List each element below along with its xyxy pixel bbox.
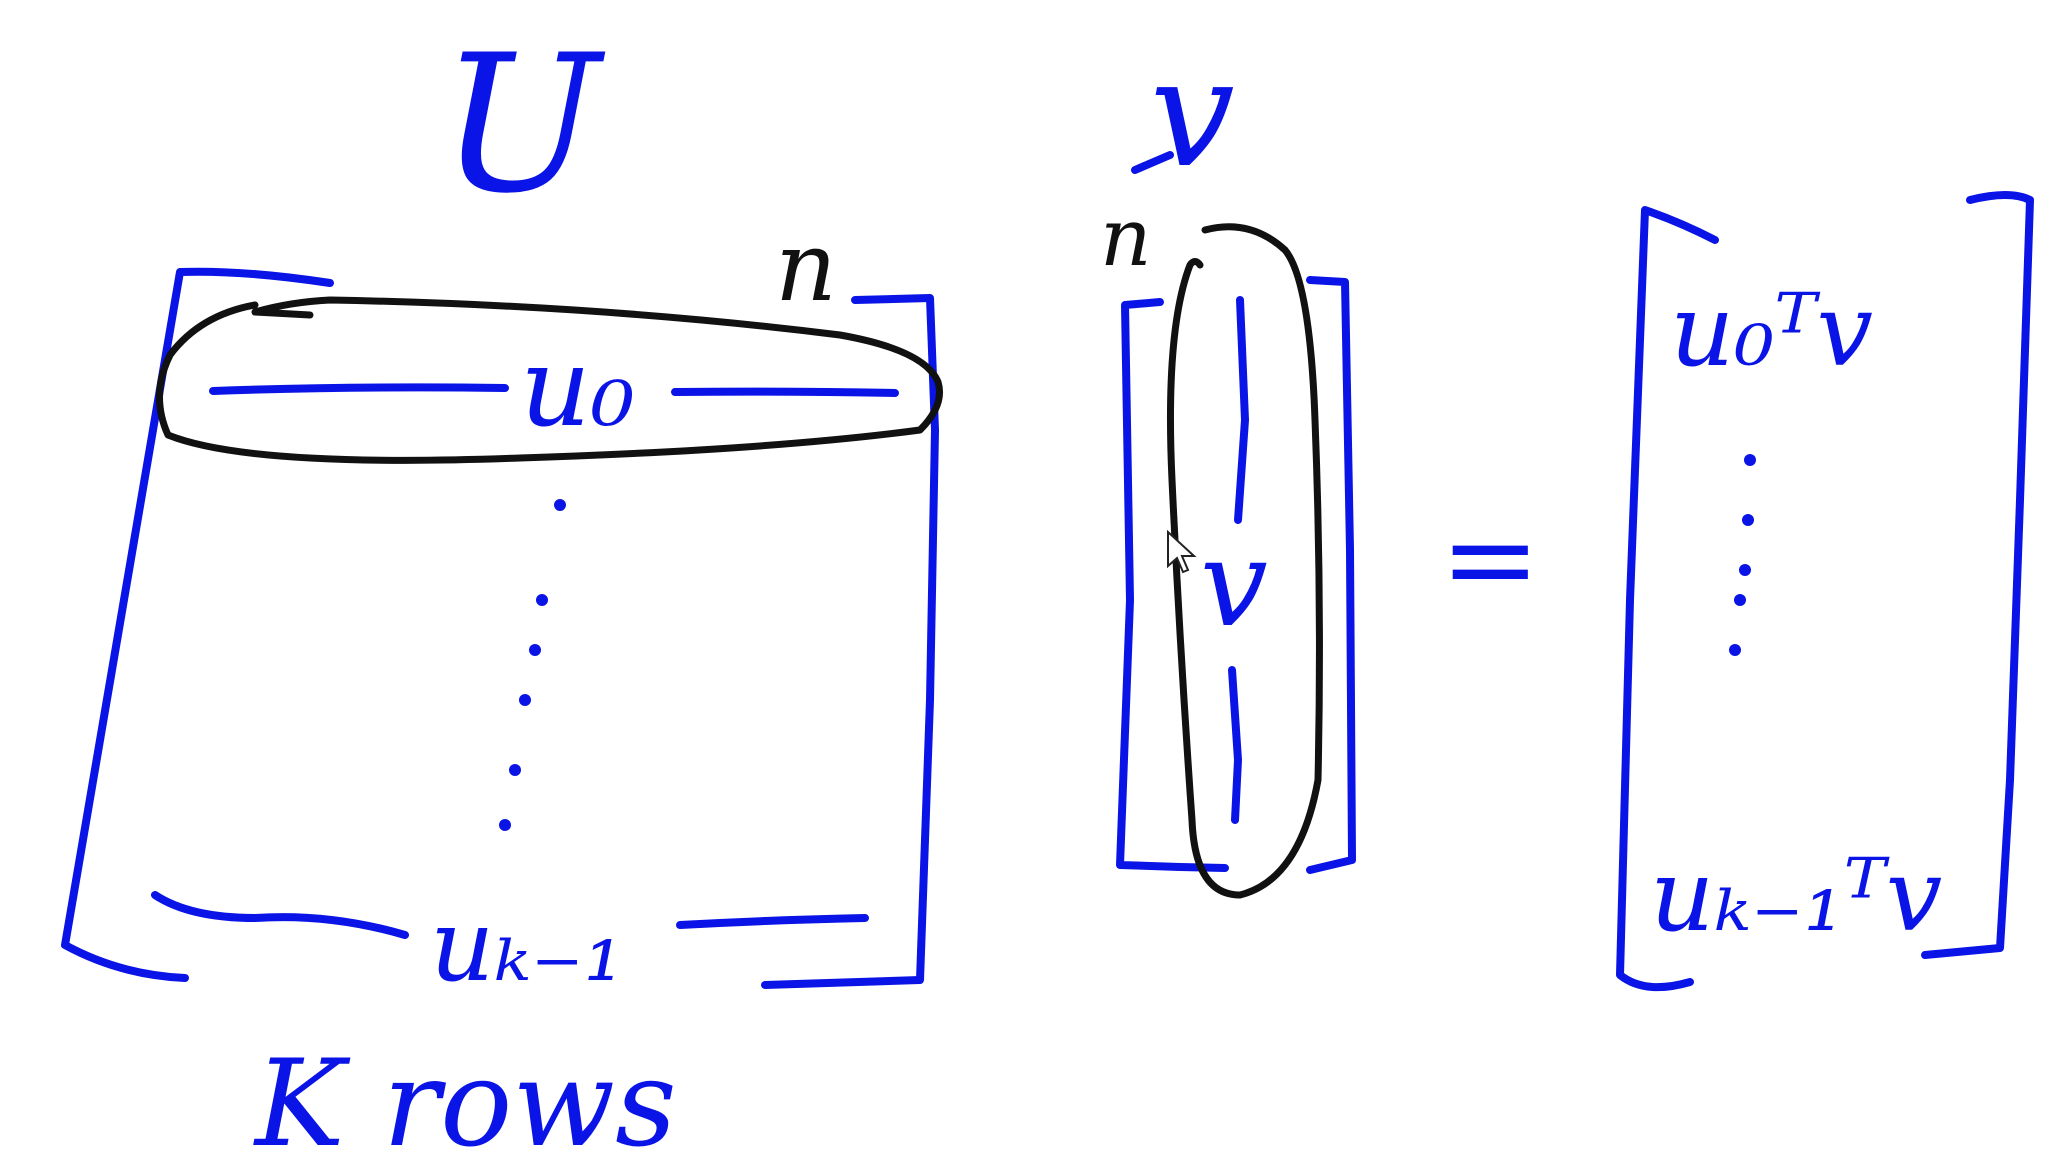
- equals-sign: =: [1440, 490, 1541, 629]
- result-last-entry: uₖ₋₁ᵀv: [1650, 837, 1942, 954]
- row-u0-highlight-loop: [156, 296, 943, 464]
- vector-v-title: v: [1150, 27, 1235, 201]
- vector-v-right-bracket: [1306, 276, 1356, 874]
- matrix-u-left-bracket: [61, 267, 334, 982]
- row-last-left-line: [151, 891, 409, 939]
- vector-v-title-underline: [1131, 151, 1174, 174]
- result-vector: u₀ᵀv uₖ₋₁ᵀv: [1616, 191, 2034, 992]
- row-last-right-line: [676, 914, 869, 929]
- equals-text: =: [1440, 490, 1541, 629]
- result-left-bracket: [1616, 206, 1719, 992]
- vector-v-highlight-loop: [1166, 223, 1323, 899]
- matrix-u-rows-note: K rows: [253, 1035, 677, 1171]
- mouse-pointer-icon: [1167, 529, 1197, 574]
- row-last-label: uₖ₋₁: [430, 887, 624, 1004]
- result-right-bracket: [1921, 191, 2034, 959]
- matrix-u: U n u₀ uₖ₋₁ K rows: [61, 14, 943, 1174]
- row-u0-right-line: [671, 387, 899, 397]
- matrix-u-dim-label: n: [775, 211, 837, 323]
- vector-v-lower-line: [1228, 666, 1242, 824]
- result-vertical-dots: [1729, 454, 1756, 656]
- vector-v-dim-label: n: [1100, 191, 1152, 284]
- matrix-u-title: U: [440, 14, 606, 235]
- result-first-entry: u₀ᵀv: [1670, 272, 1873, 389]
- matrix-u-right-bracket: [761, 294, 939, 989]
- row-u0-label: u₀: [520, 323, 635, 451]
- matrix-u-vertical-dots: [499, 499, 566, 831]
- vector-v: v n v: [1100, 27, 1356, 899]
- vector-v-left-bracket: [1116, 298, 1229, 872]
- row-u0-left-line: [209, 383, 509, 395]
- vector-v-label: v: [1200, 515, 1268, 654]
- vector-v-upper-line: [1234, 296, 1249, 524]
